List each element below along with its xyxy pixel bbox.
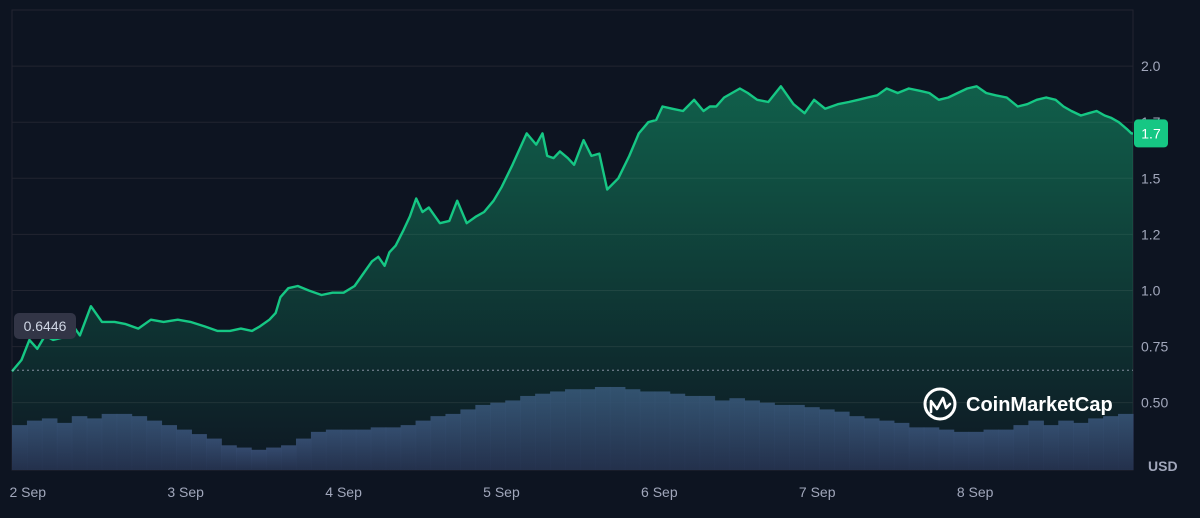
coinmarketcap-logo-text: CoinMarketCap	[966, 394, 1113, 416]
price-line	[11, 85, 1133, 373]
unit-label: USD	[1148, 458, 1178, 474]
price-area	[11, 85, 1133, 471]
x-tick-label: 4 Sep	[325, 484, 362, 500]
x-tick-label: 3 Sep	[167, 484, 204, 500]
start-price-badge: 0.6446	[14, 313, 76, 339]
current-price-label: 1.7	[1141, 125, 1161, 141]
coinmarketcap-watermark: CoinMarketCap	[923, 387, 1113, 421]
x-tick-label: 2 Sep	[9, 484, 46, 500]
y-tick-label: 1.2	[1141, 226, 1161, 242]
y-tick-label: 0.50	[1141, 395, 1168, 411]
x-tick-label: 7 Sep	[799, 484, 836, 500]
start-price-label: 0.6446	[24, 318, 67, 334]
current-price-badge: 1.7	[1134, 119, 1168, 148]
y-tick-label: 1.0	[1141, 282, 1161, 298]
x-tick-label: 8 Sep	[957, 484, 994, 500]
y-axis: 2.0 1.7 1.5 1.2 1.0 0.75 0.50	[1141, 58, 1168, 411]
coinmarketcap-logo-icon	[923, 387, 957, 421]
x-tick-label: 5 Sep	[483, 484, 520, 500]
price-area-fill	[12, 86, 1133, 471]
x-tick-label: 6 Sep	[641, 484, 678, 500]
y-tick-label: 1.5	[1141, 170, 1161, 186]
y-tick-label: 2.0	[1141, 58, 1161, 74]
x-axis: 2 Sep 3 Sep 4 Sep 5 Sep 6 Sep 7 Sep 8 Sep	[9, 484, 993, 500]
y-tick-label: 0.75	[1141, 339, 1168, 355]
